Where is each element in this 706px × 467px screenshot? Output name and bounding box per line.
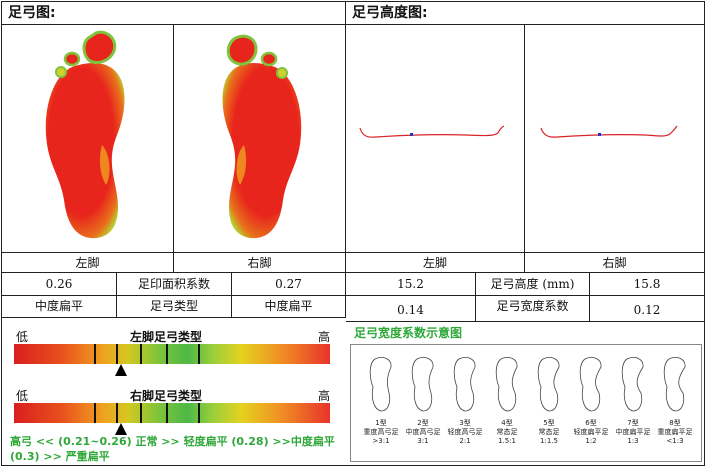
foot-type-4: 4型 常态足 1.5:1 [487,353,527,446]
right-footprint-cell [174,25,346,253]
arch-type-legend: 高弓 << (0.21~0.26) 正常 >> 轻度扁平 (0.28) >>中度… [10,435,335,463]
right-bar-low-label: 低 [16,389,29,403]
foot-type-5: 5型 常态足 1:1.5 [529,353,569,446]
bar-tick [198,344,200,364]
foot-type-label: 2型 中度高弓足 3:1 [405,419,441,445]
arch-width-schematic-title: 足弓宽度系数示意图 [354,326,463,340]
bar-tick [94,403,96,423]
left-footprint-image [45,30,125,239]
foot-type-label: 5型 常态足 1:1.5 [538,419,560,445]
left-arch-height-cell [346,25,525,253]
foot-type-label: 3型 轻度高弓足 2:1 [447,419,483,445]
footprint-outline-icon [495,357,518,412]
right-arch-type-bar [14,403,330,423]
right-arch-curve [540,125,678,138]
foot-type-2: 2型 中度高弓足 3:1 [403,353,443,446]
left-arch-width-value: 0.14 [346,296,476,322]
footprint-outline-icon [621,357,644,412]
right-arch-height-cell [525,25,704,253]
right-arch-type-value: 中度扁平 [232,296,346,318]
left-arch-marker [115,364,128,376]
right-arch-marker [115,423,128,435]
footprint-outline-icon [453,357,476,412]
foot-type-6: 6型 轻度扁平足 1:2 [571,353,611,446]
foot-type-label: 8型 重度扁平足 <1:3 [657,419,693,445]
left-foot-caption-2: 左脚 [346,253,525,273]
foot-type-7: 7型 中度扁平足 1:3 [613,353,653,446]
bar-tick [116,403,118,423]
arch-width-label: 足弓宽度系数 [476,296,590,322]
left-bar-low-label: 低 [16,330,29,344]
foot-type-label: 1型 重度高弓足 >3:1 [363,419,399,445]
bar-tick [166,403,168,423]
left-arch-curve [359,125,505,138]
arch-type-label: 足弓类型 [117,296,232,318]
footprint-outline-icon [411,357,434,412]
right-bar-high-label: 高 [318,389,331,403]
footprint-outline-icon [369,357,392,412]
bar-tick [166,344,168,364]
left-arch-type-value: 中度扁平 [2,296,117,318]
right-foot-caption: 右脚 [174,253,346,273]
foot-type-label: 4型 常态足 1.5:1 [496,419,518,445]
arch-map-title: 足弓图: [2,2,346,25]
foot-type-label: 7型 中度扁平足 1:3 [615,419,651,445]
footprint-outline-icon [537,357,560,412]
bar-tick [94,344,96,364]
left-bar-high-label: 高 [318,330,331,344]
left-arch-type-bar [14,344,330,364]
left-foot-caption: 左脚 [2,253,174,273]
right-foot-caption-2: 右脚 [525,253,704,273]
left-arch-height-value: 15.2 [346,273,476,296]
arch-height-title: 足弓高度图: [346,2,704,25]
footprint-outline-icon [579,357,602,412]
right-footprint-area-value: 0.27 [232,273,346,296]
foot-type-8: 8型 重度扁平足 <1:3 [655,353,695,446]
footprint-area-label: 足印面积系数 [117,273,232,296]
bar-tick [198,403,200,423]
left-bar-title: 左脚足弓类型 [130,330,203,344]
bar-tick [140,403,142,423]
right-bar-title: 右脚足弓类型 [130,389,203,403]
right-arch-height-value: 15.8 [590,273,704,296]
arch-width-schematic: 1型 重度高弓足 >3:1 2型 中度高弓足 3:1 3型 轻度高弓足 2:1 4型 常态足 1.5:… [350,344,702,462]
footprint-outline-icon [663,357,686,412]
bar-tick [140,344,142,364]
right-footprint-image [222,34,302,239]
foot-type-label: 6型 轻度扁平足 1:2 [573,419,609,445]
foot-type-3: 3型 轻度高弓足 2:1 [445,353,485,446]
left-footprint-cell [2,25,174,253]
left-footprint-area-value: 0.26 [2,273,117,296]
arch-height-label: 足弓高度 (mm) [476,273,590,296]
foot-type-1: 1型 重度高弓足 >3:1 [361,353,401,446]
right-arch-width-value: 0.12 [590,296,704,322]
bar-tick [116,344,118,364]
